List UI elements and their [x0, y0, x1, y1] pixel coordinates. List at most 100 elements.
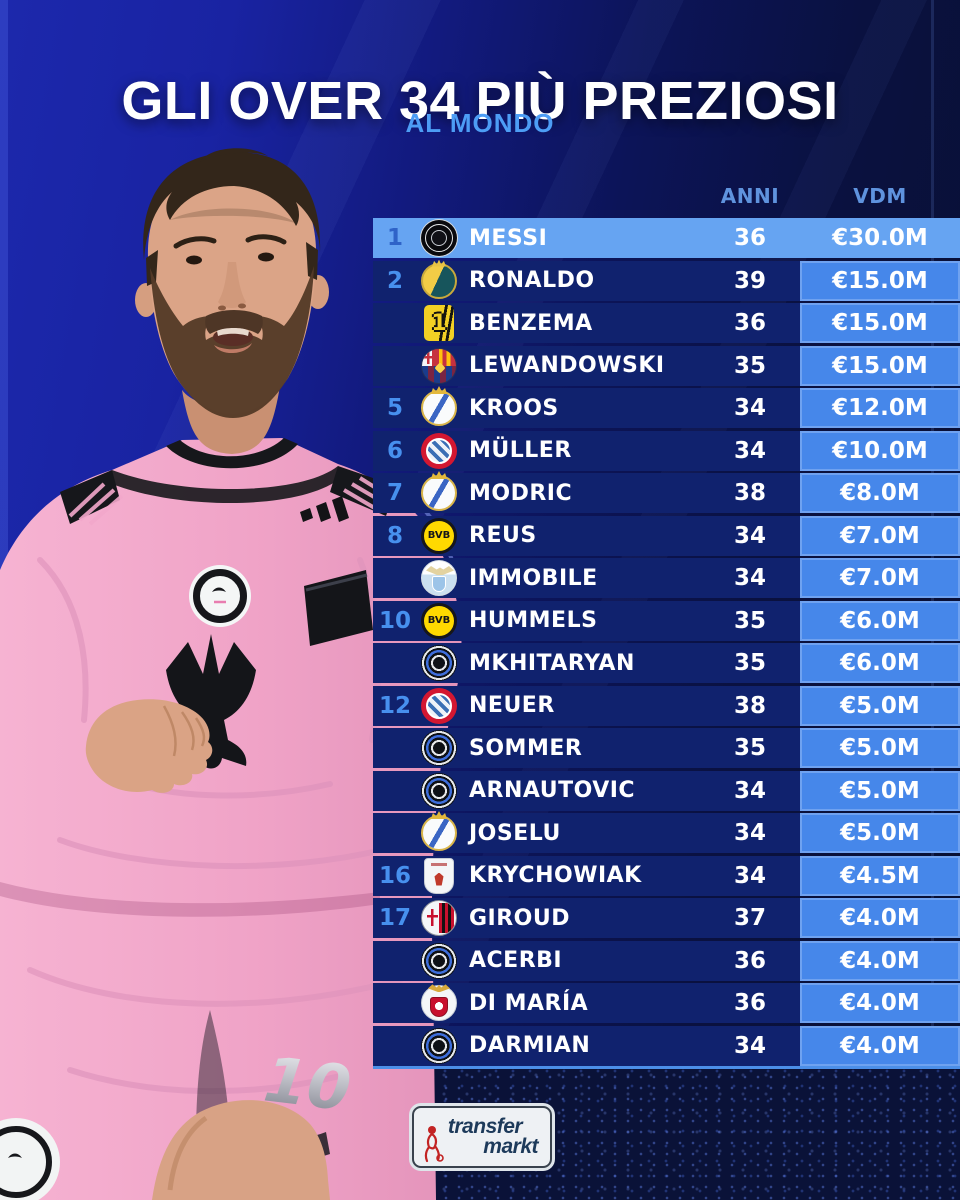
- club-badge-wrap: [417, 305, 461, 341]
- real-madrid-badge-icon: [421, 475, 457, 511]
- table-row: MKHITARYAN 35 €6.0M: [373, 643, 960, 683]
- table-row: 1 MESSI 36 €30.0M: [373, 218, 960, 258]
- age-cell: 34: [733, 820, 766, 846]
- age-cell: 35: [733, 607, 766, 634]
- player-name: LEWANDOWSKI: [469, 353, 665, 378]
- value-cell: €5.0M: [800, 685, 960, 726]
- player-name: DARMIAN: [469, 1033, 591, 1058]
- benfica-badge-icon: [421, 985, 457, 1021]
- player-name: BENZEMA: [469, 310, 593, 336]
- al-nassr-badge-icon: [421, 262, 457, 299]
- value-cell: €4.5M: [800, 855, 960, 896]
- table-row: SOMMER 35 €5.0M: [373, 728, 960, 768]
- rank-cell: 7: [386, 480, 403, 506]
- bayern-badge-icon: [421, 432, 457, 469]
- age-cell: 37: [733, 905, 766, 931]
- value-cell: €15.0M: [800, 260, 960, 301]
- table-row: 16 KRYCHOWIAK 34 €4.5M: [373, 855, 960, 896]
- club-badge-wrap: [417, 560, 461, 596]
- value-cell: €7.0M: [800, 515, 960, 556]
- column-header-value: VDM: [853, 184, 907, 208]
- age-cell: 38: [733, 480, 766, 506]
- club-badge-wrap: [417, 857, 461, 894]
- transfermarkt-player-icon: [424, 1126, 444, 1163]
- age-cell: 34: [733, 437, 766, 464]
- table-row: 2 RONALDO 39 €15.0M: [373, 260, 960, 301]
- dortmund-badge-icon: [421, 602, 457, 639]
- rank-cell: 5: [386, 395, 403, 421]
- age-cell: 34: [733, 395, 766, 421]
- club-badge-wrap: [417, 730, 461, 766]
- table-row: 17 GIROUD 37 €4.0M: [373, 898, 960, 938]
- inter-miami-badge-icon: [421, 220, 457, 256]
- brand-word-bottom: markt: [483, 1135, 538, 1158]
- value-cell: €15.0M: [800, 303, 960, 343]
- poster-subtitle: AL MONDO: [405, 108, 555, 138]
- crown-logo: [166, 634, 256, 769]
- age-cell: 35: [733, 650, 766, 676]
- club-badge-wrap: [417, 262, 461, 299]
- ranking-table: 1 MESSI 36 €30.0M 2 RONALDO 39 €15.0M BE…: [373, 218, 960, 1069]
- table-row: ARNAUTOVIC 34 €5.0M: [373, 770, 960, 811]
- inter-badge-icon: [421, 645, 457, 681]
- club-badge-wrap: [417, 432, 461, 469]
- player-name: MÜLLER: [469, 438, 572, 463]
- rank-cell: 10: [378, 607, 411, 634]
- table-row: BENZEMA 36 €15.0M: [373, 303, 960, 343]
- rank-cell: 1: [386, 225, 403, 251]
- value-cell: €5.0M: [800, 728, 960, 768]
- age-cell: 36: [733, 225, 766, 251]
- club-badge-wrap: [417, 942, 461, 979]
- head: [135, 148, 329, 418]
- value-cell: €15.0M: [800, 345, 960, 386]
- club-badge-wrap: [417, 772, 461, 809]
- poster-title: GLI OVER 34 PIÙ PREZIOSI: [121, 71, 839, 132]
- collar: [166, 438, 298, 469]
- rank-cell: 8: [386, 522, 403, 549]
- column-header-age: ANNI: [720, 184, 780, 208]
- value-cell: €8.0M: [800, 473, 960, 513]
- age-cell: 36: [733, 947, 766, 974]
- inter-badge-icon: [421, 1027, 457, 1064]
- table-row: 10 HUMMELS 35 €6.0M: [373, 600, 960, 641]
- column-headers: ANNI VDM: [373, 184, 960, 208]
- age-cell: 34: [733, 862, 766, 889]
- player-name: MESSI: [469, 225, 548, 251]
- table-row: 12 NEUER 38 €5.0M: [373, 685, 960, 726]
- table-row: DI MARÍA 36 €4.0M: [373, 983, 960, 1023]
- player-name: ARNAUTOVIC: [469, 778, 636, 803]
- club-badge-wrap: [417, 645, 461, 681]
- age-cell: 34: [733, 565, 766, 591]
- rank-cell: 2: [386, 267, 403, 294]
- table-row: 6 MÜLLER 34 €10.0M: [373, 430, 960, 471]
- value-cell: €4.0M: [800, 898, 960, 938]
- table-row: 7 MODRIC 38 €8.0M: [373, 473, 960, 513]
- age-cell: 38: [733, 692, 766, 719]
- value-cell: €5.0M: [800, 770, 960, 811]
- club-badge-wrap: [417, 220, 461, 256]
- player-name: REUS: [469, 523, 537, 548]
- player-name: HUMMELS: [469, 608, 598, 633]
- player-name: KRYCHOWIAK: [469, 863, 642, 888]
- value-cell: €12.0M: [800, 388, 960, 428]
- value-cell: €30.0M: [832, 225, 928, 251]
- club-badge-wrap: [417, 602, 461, 639]
- age-cell: 35: [733, 352, 766, 379]
- table-row: ACERBI 36 €4.0M: [373, 940, 960, 981]
- abha-badge-icon: [424, 857, 454, 894]
- bayern-badge-icon: [421, 687, 457, 724]
- player-name: DI MARÍA: [469, 990, 589, 1016]
- lazio-badge-icon: [421, 560, 457, 596]
- club-badge-wrap: [417, 390, 461, 426]
- club-badge-wrap: [417, 347, 461, 384]
- real-madrid-badge-icon: [421, 815, 457, 851]
- table-row: 5 KROOS 34 €12.0M: [373, 388, 960, 428]
- age-cell: 36: [733, 990, 766, 1016]
- rank-cell: 12: [378, 692, 411, 719]
- value-cell: €10.0M: [800, 430, 960, 471]
- barcelona-badge-icon: [421, 347, 457, 384]
- shorts-crest-patch: [0, 1118, 60, 1200]
- player-name: MODRIC: [469, 480, 573, 506]
- age-cell: 34: [733, 1032, 766, 1059]
